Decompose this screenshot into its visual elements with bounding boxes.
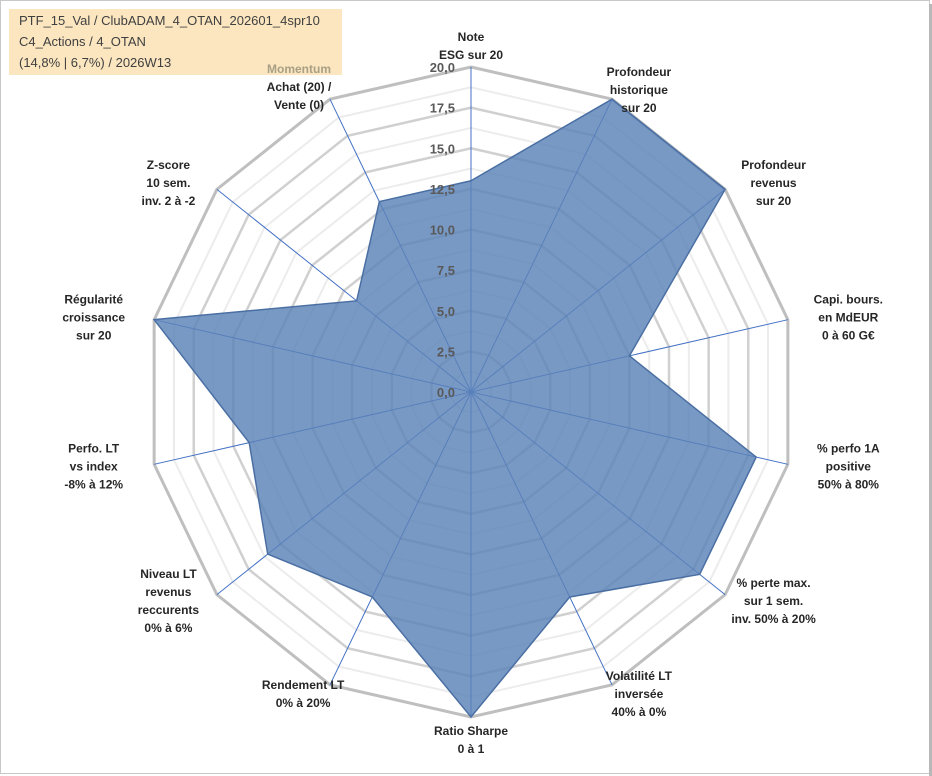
axis-label: Perfo. LT vs index -8% à 12% (64, 442, 123, 492)
axis-label-line: 50% à 80% (818, 478, 880, 492)
axis-label-line: reccurents (138, 603, 200, 617)
axis-label-line: Momentum (267, 62, 331, 76)
axis-label-line: sur 20 (756, 194, 792, 208)
axis-label: Profondeur historique sur 20 (607, 65, 672, 115)
axis-label-line: Profondeur (607, 65, 672, 79)
axis-label: Régularité croissance sur 20 (62, 292, 125, 342)
axis-label-line: positive (826, 460, 872, 474)
axis-label: Profondeur revenus sur 20 (741, 158, 806, 208)
axis-label-line: 10 sem. (146, 176, 190, 190)
tick-label: 10,0 (430, 223, 455, 238)
info-line-portfolio: PTF_15_Val / ClubADAM_4_OTAN_202601_4spr… (19, 13, 320, 28)
tick-label: 15,0 (430, 141, 455, 156)
axis-label: Capi. bours. en MdEUR 0 à 60 G€ (814, 292, 883, 342)
axis-label-line: Profondeur (741, 158, 806, 172)
axis-label-line: % perte max. (737, 576, 811, 590)
axis-label-line: 0% à 20% (276, 696, 331, 710)
axis-label: Momentum Achat (20) / Vente (0) (267, 62, 332, 112)
axis-label-line: croissance (62, 310, 125, 324)
axis-label-line: Note (458, 30, 485, 44)
axis-label-line: Capi. bours. (814, 292, 883, 306)
axis-label-line: Volatilité LT (606, 669, 673, 683)
info-line-stats: (14,8% | 6,7%) / 2026W13 (19, 55, 172, 70)
info-box: PTF_15_Val / ClubADAM_4_OTAN_202601_4spr… (9, 9, 342, 75)
tick-label: 2,5 (437, 344, 455, 359)
axis-label: Note ESG sur 20 (439, 30, 503, 62)
axis-label-line: 0 à 1 (458, 742, 485, 756)
axis-label: % perfo 1A positive 50% à 80% (817, 442, 880, 492)
axis-label-line: sur 20 (621, 101, 657, 115)
axis-label-line: historique (610, 83, 668, 97)
tick-label: 5,0 (437, 304, 455, 319)
axis-label-line: Niveau LT (140, 567, 197, 581)
axis-label-line: Z-score (147, 158, 191, 172)
axis-label-line: Vente (0) (274, 98, 324, 112)
axis-label-line: ESG sur 20 (439, 48, 503, 62)
axis-label-line: revenus (751, 176, 797, 190)
axis-label-line: Régularité (64, 292, 123, 306)
axis-label: Ratio Sharpe 0 à 1 (434, 724, 508, 756)
axis-label-line: Achat (20) / (267, 80, 332, 94)
axis-label: Niveau LT revenus reccurents 0% à 6% (138, 567, 200, 635)
axis-label-line: vs index (70, 460, 118, 474)
axis-label-line: -8% à 12% (64, 478, 123, 492)
axis-label-line: en MdEUR (818, 310, 878, 324)
tick-label: 7,5 (437, 263, 455, 278)
axis-label-line: Perfo. LT (68, 442, 120, 456)
axis-label-line: 0 à 60 G€ (822, 328, 875, 342)
axis-label-line: inv. 50% à 20% (731, 612, 816, 626)
axis-label-line: inversée (615, 687, 664, 701)
info-line-category: C4_Actions / 4_OTAN (19, 34, 146, 49)
axis-label-line: 0% à 6% (144, 621, 192, 635)
tick-label: 17,5 (430, 101, 455, 116)
axis-label-line: Ratio Sharpe (434, 724, 508, 738)
axis-label-line: % perfo 1A (817, 442, 880, 456)
tick-label: 20,0 (430, 60, 455, 75)
axis-label-line: sur 1 sem. (744, 594, 803, 608)
axis-label-line: inv. 2 à -2 (142, 194, 196, 208)
axis-label: % perte max. sur 1 sem. inv. 50% à 20% (731, 576, 816, 626)
axis-label-line: revenus (145, 585, 191, 599)
tick-label: 12,5 (430, 182, 455, 197)
axis-label-line: sur 20 (76, 328, 112, 342)
tick-label: 0,0 (437, 385, 455, 400)
axis-label-line: 40% à 0% (612, 705, 667, 719)
axis-label: Rendement LT 0% à 20% (262, 678, 345, 710)
axis-label: Volatilité LT inversée 40% à 0% (606, 669, 673, 719)
axis-label: Z-score 10 sem. inv. 2 à -2 (142, 158, 196, 208)
axis-label-line: Rendement LT (262, 678, 345, 692)
series-area (152, 98, 758, 719)
